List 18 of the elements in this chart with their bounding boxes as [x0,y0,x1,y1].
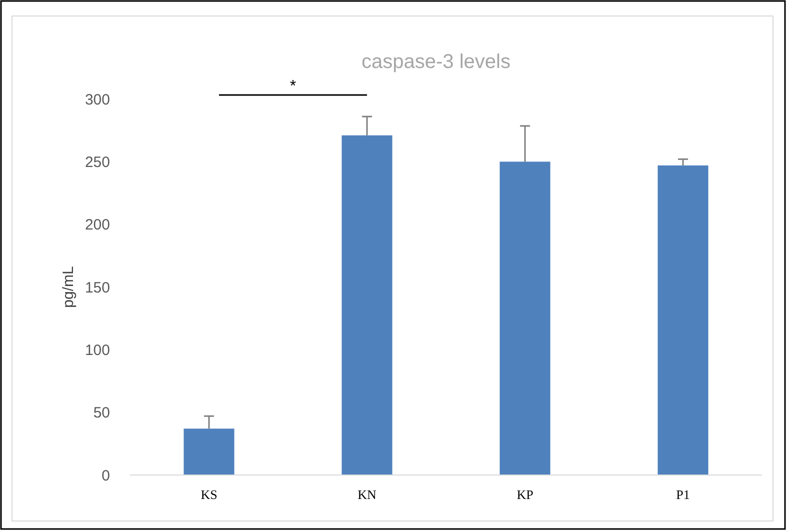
y-tick-label: 250 [84,154,110,171]
y-tick-label: 100 [84,342,110,359]
chart-title: caspase-3 levels [362,51,510,73]
y-tick-label: 150 [84,279,110,296]
x-tick-label: KP [516,487,534,502]
y-tick-label: 50 [93,404,110,422]
text: * [290,78,296,95]
y-tick-label: 200 [84,216,110,234]
y-tick-label: 300 [84,91,110,108]
bar [184,428,234,475]
bar [658,165,708,475]
y-axis-title: pg/mL [60,266,77,308]
bar [342,135,392,475]
x-tick-label: KS [200,487,218,502]
x-tick-label: KN [358,487,377,502]
y-tick-label: 0 [102,467,110,484]
bar [500,162,550,475]
x-tick-label: P1 [676,487,690,502]
